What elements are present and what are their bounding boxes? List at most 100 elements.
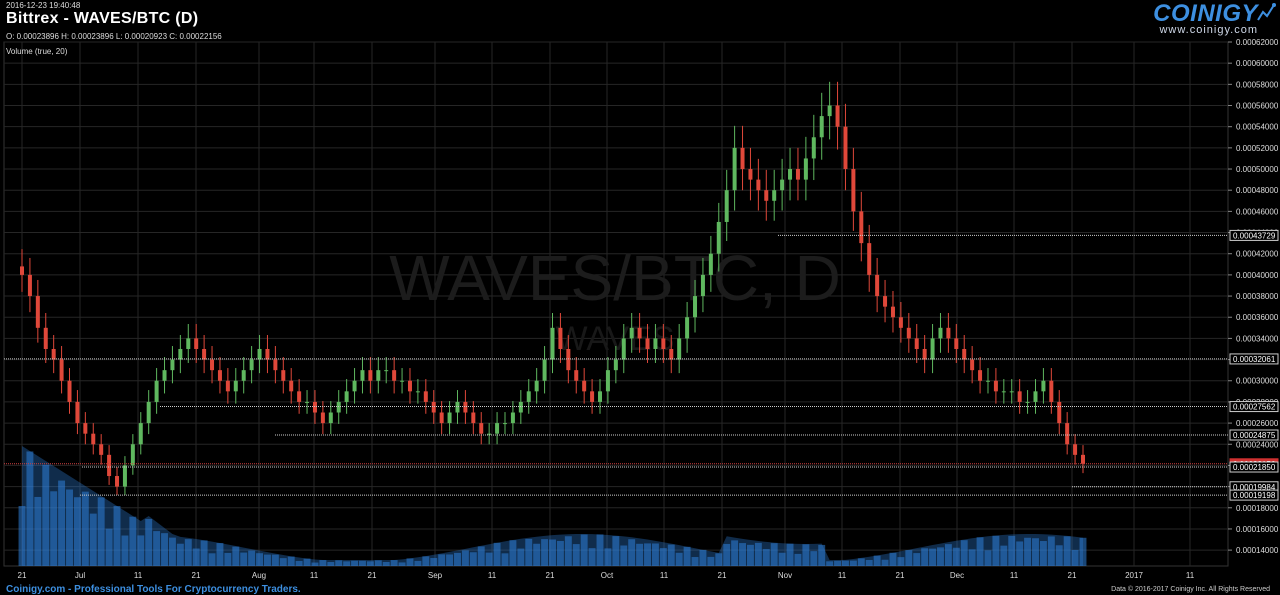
timestamp: 2016-12-23 19:40:48 — [6, 1, 81, 10]
volume-bar — [216, 543, 224, 566]
volume-bar — [580, 534, 588, 566]
volume-bar — [477, 546, 485, 566]
candle-body — [312, 401, 317, 413]
candle-body — [384, 370, 389, 372]
volume-bar — [865, 559, 873, 566]
level-label: 0.00027562 — [1233, 403, 1276, 412]
candle-body — [455, 401, 460, 413]
volume-bar — [976, 537, 984, 566]
volume-bar — [1032, 538, 1039, 566]
candle-body — [376, 370, 381, 381]
candle-body — [51, 348, 56, 360]
candle-body — [859, 211, 864, 244]
volume-bar — [881, 559, 889, 566]
volume-bar — [366, 561, 374, 566]
candle-body — [875, 274, 880, 297]
volume-bar — [644, 543, 651, 566]
volume-bar — [723, 543, 731, 566]
volume-bar — [97, 497, 105, 566]
candle-body — [495, 423, 500, 434]
volume-bar — [802, 544, 810, 566]
volume-bar — [707, 556, 715, 566]
volume-bar — [699, 549, 707, 566]
volume-bar — [359, 560, 366, 566]
level-label: 0.00019198 — [1233, 491, 1276, 500]
volume-bar — [26, 451, 34, 566]
volume-bar — [651, 543, 659, 566]
volume-bar — [105, 528, 113, 566]
candle-body — [914, 338, 919, 349]
level-label: 0.00043729 — [1233, 231, 1276, 240]
candle-body — [598, 391, 603, 402]
y-tick-label: 0.00036000 — [1236, 313, 1279, 322]
candle-body — [20, 266, 24, 275]
volume-bar — [1071, 550, 1079, 566]
candle-body — [43, 327, 48, 349]
candle-body — [27, 274, 32, 297]
footer-tagline[interactable]: Coinigy.com - Professional Tools For Cry… — [6, 584, 301, 595]
level-label-box — [1229, 229, 1279, 241]
y-tick-label: 0.00062000 — [1236, 38, 1279, 47]
candle-body — [305, 401, 310, 403]
x-tick-label: Sep — [428, 571, 443, 580]
volume-bar — [461, 550, 469, 566]
volume-bar — [992, 535, 1000, 566]
candle-body — [1009, 391, 1014, 393]
volume-bar — [604, 548, 612, 566]
candle-body — [1017, 391, 1022, 402]
candle-body — [748, 169, 753, 180]
volume-bar — [200, 540, 208, 566]
volume-bar — [422, 556, 430, 566]
candle-body — [1065, 423, 1070, 445]
volume-bar — [636, 543, 644, 566]
candle-body — [922, 348, 927, 360]
x-tick-label: 21 — [718, 571, 727, 580]
candle-body — [178, 348, 183, 360]
volume-bar — [184, 539, 192, 566]
candle-body — [795, 169, 800, 180]
volume-bar — [873, 555, 881, 566]
candle-body — [67, 380, 72, 402]
volume-bar — [921, 548, 929, 566]
y-tick-label: 0.00056000 — [1236, 102, 1279, 111]
candle-body — [851, 169, 856, 212]
volume-bar — [438, 554, 446, 566]
level-label: 0.00021850 — [1233, 463, 1276, 472]
candle-body — [669, 348, 674, 360]
x-tick-label: 21 — [368, 571, 377, 580]
candle-body — [645, 338, 650, 349]
candle-body — [479, 423, 484, 434]
candle-body — [930, 338, 935, 360]
candle-body — [431, 401, 436, 413]
x-tick-label: 21 — [546, 571, 555, 580]
candle-body — [162, 370, 167, 381]
volume-bar — [731, 540, 739, 566]
candle-body — [336, 401, 341, 413]
candle-body — [510, 412, 515, 424]
candle-body — [827, 105, 832, 117]
candle-body — [574, 370, 579, 381]
volume-bar — [889, 552, 897, 566]
candle-body — [217, 370, 222, 381]
volume-bar — [224, 552, 232, 566]
volume-bar — [430, 558, 438, 566]
volume-bar — [398, 562, 406, 566]
footer-copyright: Data © 2016-2017 Coinigy Inc. All Rights… — [1111, 586, 1270, 593]
x-tick-label: 11 — [660, 571, 669, 580]
candle-body — [613, 359, 618, 371]
volume-bar — [18, 506, 26, 566]
candle-body — [811, 137, 816, 159]
x-tick-label: 21 — [1068, 571, 1077, 580]
volume-bar — [1039, 541, 1047, 566]
volume-bar — [588, 548, 596, 566]
volume-bar — [129, 516, 137, 566]
candle-body — [803, 158, 808, 180]
candle-body — [693, 296, 698, 318]
x-tick-label: 21 — [18, 571, 27, 580]
candle-body — [518, 401, 523, 413]
volume-bar — [287, 556, 295, 566]
volume-bar — [390, 560, 398, 566]
candle-body — [558, 327, 563, 349]
volume-bar — [1024, 537, 1032, 566]
